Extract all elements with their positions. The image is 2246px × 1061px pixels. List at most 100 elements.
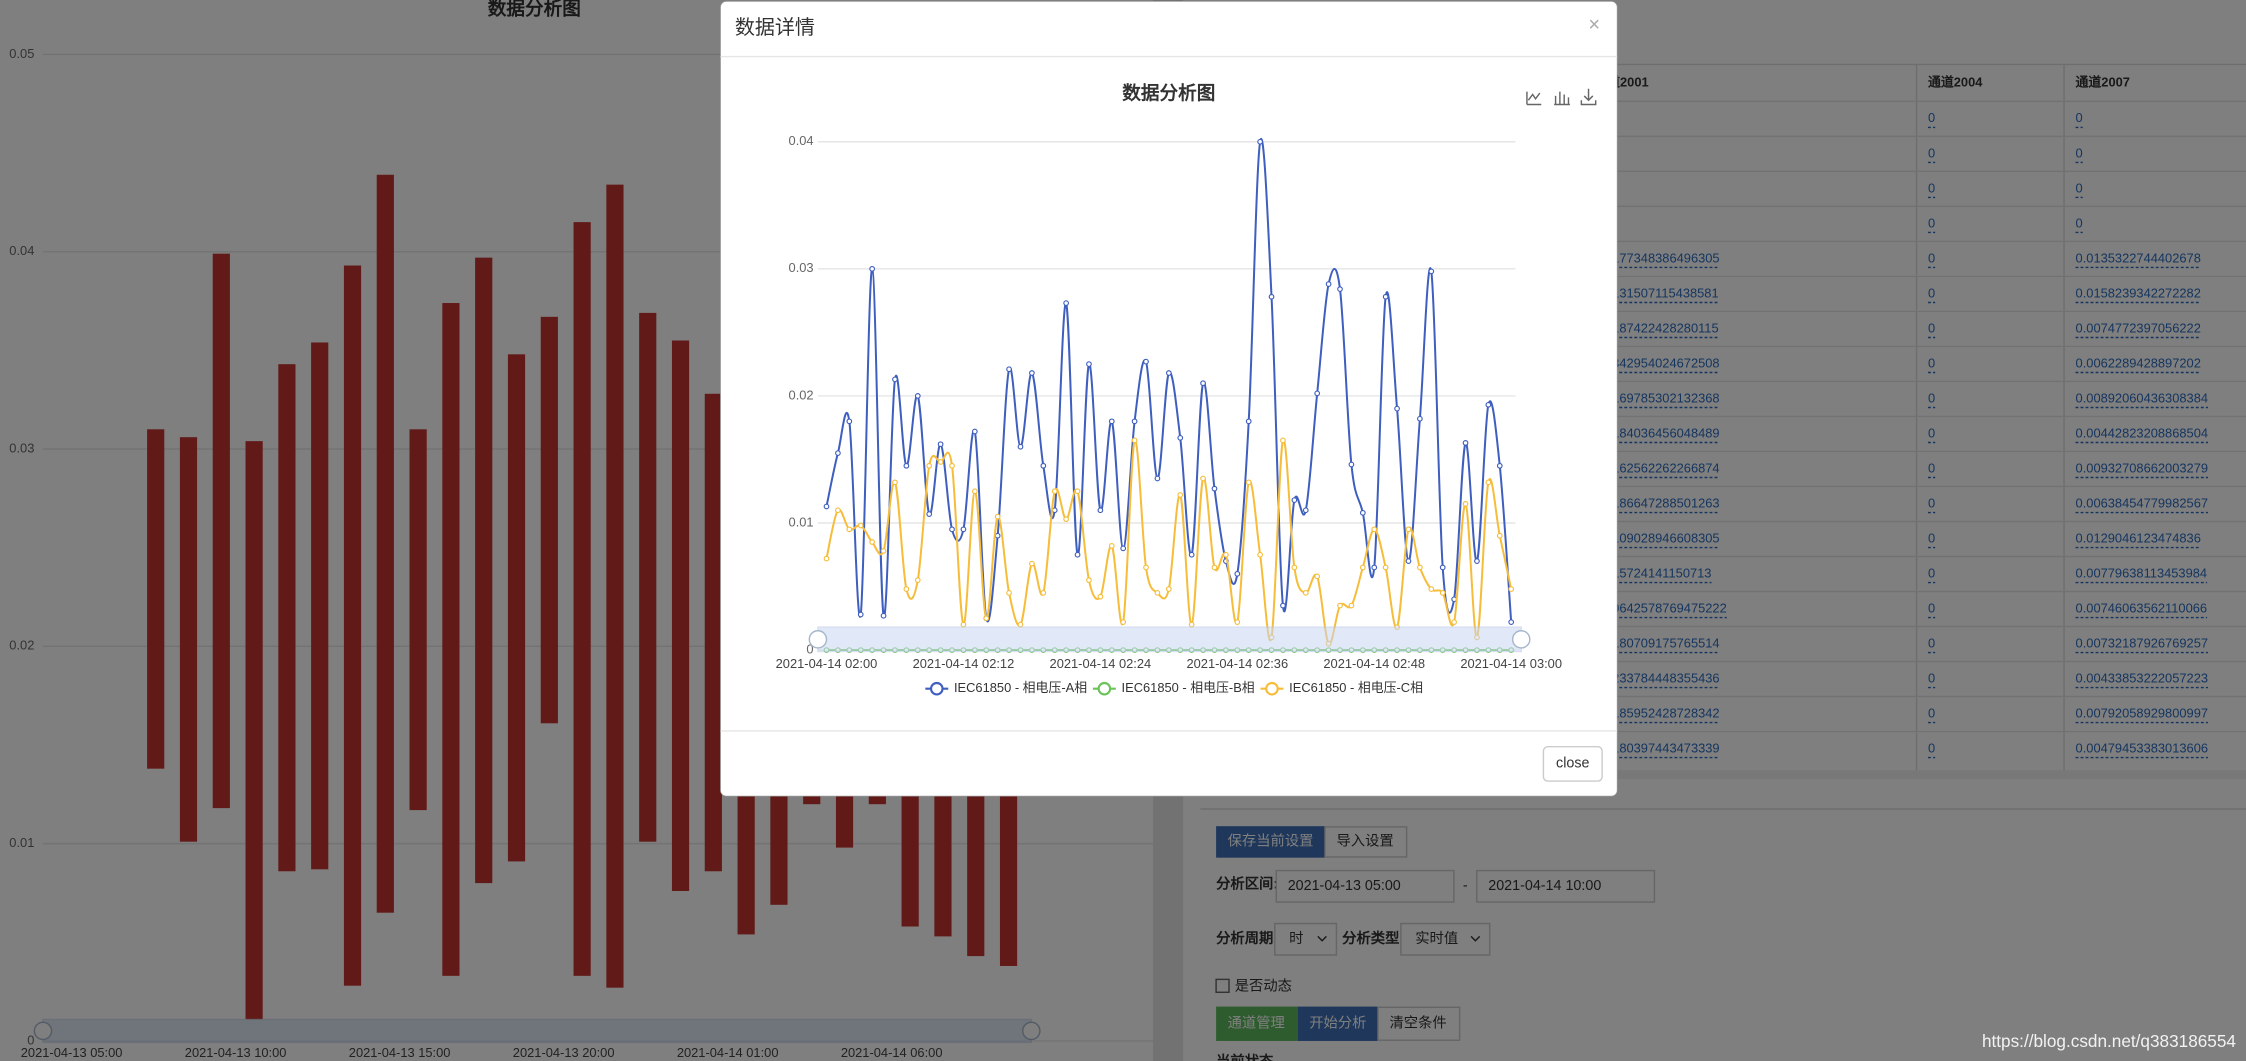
point xyxy=(1474,558,1480,564)
point xyxy=(1165,370,1172,376)
point xyxy=(1257,138,1263,145)
point xyxy=(1017,443,1024,450)
point xyxy=(914,577,921,584)
point xyxy=(857,611,864,618)
point xyxy=(1485,401,1492,408)
point xyxy=(903,462,910,469)
point xyxy=(846,526,853,533)
point xyxy=(1120,619,1127,625)
point xyxy=(1223,551,1229,558)
point xyxy=(1302,590,1309,596)
point xyxy=(823,503,830,510)
point xyxy=(892,479,898,486)
point xyxy=(1485,479,1492,486)
point xyxy=(1006,366,1012,373)
datazoom-handle[interactable] xyxy=(1511,630,1531,649)
point xyxy=(1417,415,1423,422)
point xyxy=(914,393,921,399)
point xyxy=(1051,488,1058,495)
point xyxy=(1348,461,1355,468)
tool-download-icon[interactable] xyxy=(1580,88,1597,106)
point xyxy=(926,511,933,517)
point xyxy=(1086,361,1092,368)
point xyxy=(1029,560,1035,567)
point xyxy=(846,418,853,425)
point xyxy=(1348,602,1355,609)
point xyxy=(1188,621,1195,628)
point xyxy=(1177,492,1184,498)
point xyxy=(1314,573,1321,580)
point xyxy=(1097,593,1104,600)
point xyxy=(1245,479,1252,486)
point xyxy=(1508,586,1515,592)
point xyxy=(1462,440,1469,446)
point xyxy=(1131,437,1138,444)
point xyxy=(1017,621,1024,628)
point xyxy=(937,441,944,448)
point xyxy=(1257,551,1263,558)
point xyxy=(1508,619,1515,625)
watermark: https://blog.csdn.net/q383186554 xyxy=(1982,1031,2236,1051)
point xyxy=(1428,586,1435,592)
point xyxy=(971,428,978,435)
point xyxy=(1108,418,1115,425)
point xyxy=(1314,390,1321,397)
point xyxy=(994,532,1001,539)
series-line xyxy=(825,138,1513,623)
point xyxy=(1154,590,1161,596)
point xyxy=(1143,564,1149,571)
legend-label: IEC61850 - 相电压-C相 xyxy=(1289,680,1423,695)
point xyxy=(994,513,1001,520)
point xyxy=(1063,300,1069,307)
point xyxy=(1302,507,1309,514)
point xyxy=(1496,532,1503,539)
point xyxy=(1337,286,1343,293)
point xyxy=(1496,462,1503,469)
point xyxy=(1188,551,1195,558)
point xyxy=(1371,526,1378,533)
point xyxy=(960,526,967,533)
y-tick-label: 0.04 xyxy=(789,133,814,148)
point xyxy=(1462,501,1469,507)
tool-bar-icon[interactable] xyxy=(1554,91,1570,106)
point xyxy=(1417,564,1423,571)
point xyxy=(1097,507,1104,514)
y-tick-label: 0.02 xyxy=(789,387,814,402)
x-tick-label: 2021-04-14 02:12 xyxy=(913,656,1015,671)
point xyxy=(1006,590,1012,596)
chart-title: 数据分析图 xyxy=(1122,82,1215,103)
datazoom-handle[interactable] xyxy=(808,630,828,649)
point xyxy=(1200,475,1206,482)
point xyxy=(1086,577,1092,584)
modal-close-icon[interactable]: × xyxy=(1588,14,1600,36)
x-tick-label: 2021-04-14 02:48 xyxy=(1323,656,1425,671)
point xyxy=(903,586,910,592)
close-button[interactable] xyxy=(1542,745,1603,782)
point xyxy=(835,450,841,456)
y-tick-label: 0.03 xyxy=(789,260,814,275)
x-tick-label: 2021-04-14 03:00 xyxy=(1460,656,1562,671)
point xyxy=(1439,564,1446,571)
x-tick-label: 2021-04-14 02:00 xyxy=(776,656,878,671)
y-tick-label: 0.01 xyxy=(789,514,814,529)
point xyxy=(1337,602,1343,609)
legend-icon xyxy=(929,681,944,696)
point xyxy=(857,522,864,529)
modal-box xyxy=(720,1,1618,797)
point xyxy=(1029,370,1035,376)
point xyxy=(1131,418,1138,425)
point xyxy=(1439,590,1446,596)
point xyxy=(1371,564,1378,571)
point xyxy=(1177,434,1184,441)
point xyxy=(983,615,990,622)
point xyxy=(1040,462,1047,469)
point xyxy=(892,376,898,383)
point xyxy=(869,539,876,545)
point xyxy=(1245,418,1252,425)
point xyxy=(880,548,887,554)
point xyxy=(1108,542,1115,549)
tool-line-icon[interactable] xyxy=(1526,91,1542,106)
legend-icon xyxy=(1265,681,1279,696)
